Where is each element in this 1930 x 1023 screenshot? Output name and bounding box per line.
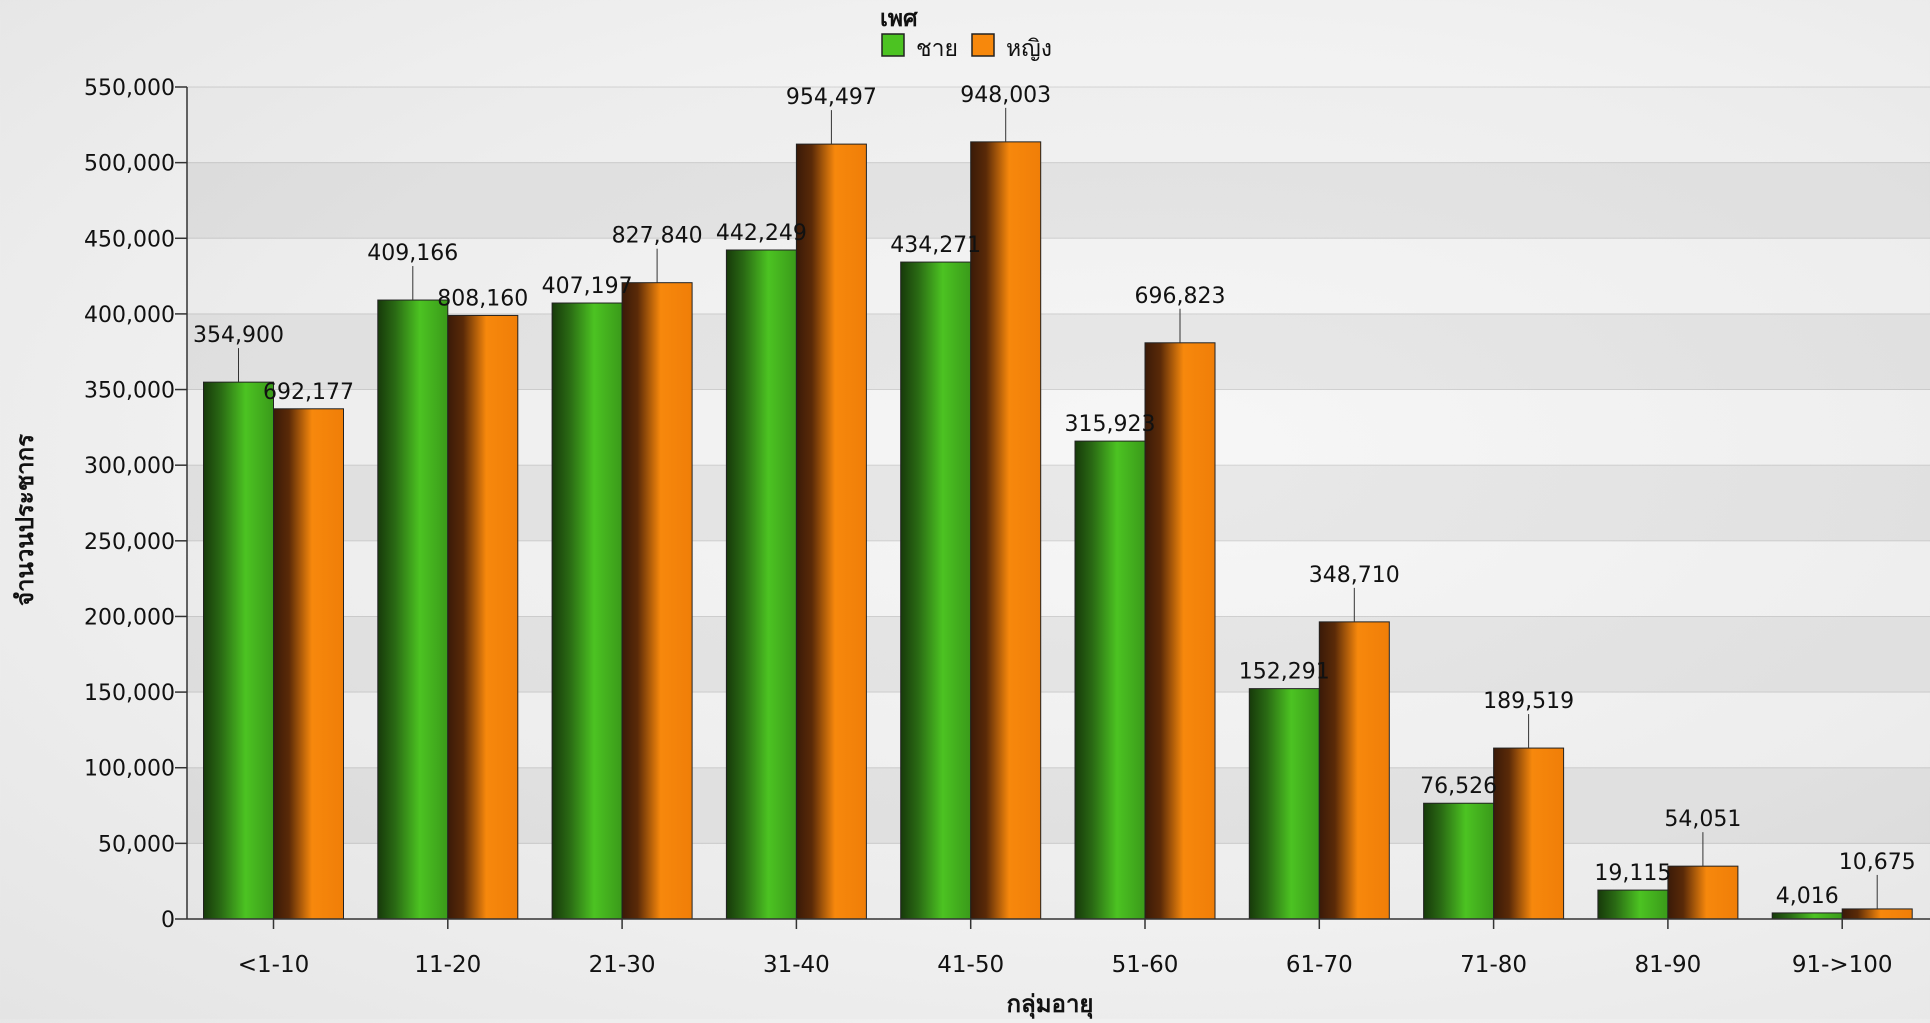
bars	[203, 141, 1913, 920]
data-label-male: 315,923	[1065, 412, 1156, 437]
x-tick-label: 61-70	[1286, 952, 1353, 978]
data-label-male: 354,900	[193, 323, 284, 348]
x-tick-label: 81-90	[1634, 952, 1701, 978]
bar-female	[795, 143, 867, 920]
data-label-male: 152,291	[1239, 660, 1330, 685]
plot-band	[187, 87, 1930, 163]
bar-male	[1074, 440, 1146, 920]
x-tick-label: 91->100	[1792, 952, 1893, 978]
y-tick-label: 250,000	[84, 530, 175, 555]
legend-label-male: ชาย	[916, 36, 958, 62]
legend-swatch-female	[971, 33, 995, 57]
data-label-female: 954,497	[786, 85, 877, 110]
label-leader-lines	[238, 107, 1878, 909]
data-label-female: 54,051	[1664, 807, 1741, 832]
plot-background	[187, 87, 1930, 844]
bar-female	[1493, 747, 1565, 920]
bar-male	[1771, 912, 1843, 920]
y-tick-label: 0	[161, 908, 175, 933]
y-tick-label: 150,000	[84, 681, 175, 706]
legend-label-female: หญิง	[1006, 36, 1052, 62]
data-label-female: 948,003	[960, 83, 1051, 108]
plot-band	[187, 162, 1930, 239]
bar-male	[1597, 889, 1669, 920]
y-tick-label: 50,000	[98, 832, 175, 857]
data-label-male: 434,271	[890, 233, 981, 258]
data-label-male: 409,166	[367, 241, 458, 266]
bar-male	[1423, 802, 1495, 920]
x-tick-label: <1-10	[238, 952, 309, 978]
y-tick-label: 500,000	[84, 152, 175, 177]
x-tick-label: 21-30	[589, 952, 656, 978]
data-label-female: 827,840	[612, 224, 703, 249]
data-label-female: 808,160	[437, 286, 528, 311]
bar-female	[273, 408, 344, 920]
data-label-female: 189,519	[1483, 689, 1574, 714]
y-tick-label: 400,000	[84, 303, 175, 328]
legend-swatch-male	[881, 33, 905, 57]
y-tick-label: 550,000	[84, 76, 175, 101]
data-labels: 354,900 692,177 409,166 808,160 407,197 827,8…	[193, 83, 1916, 909]
data-label-female: 696,823	[1135, 284, 1226, 309]
bar-male	[725, 249, 797, 920]
bar-female	[1144, 342, 1216, 920]
x-tick-label: 51-60	[1112, 952, 1179, 978]
data-label-female: 692,177	[263, 380, 354, 405]
y-tick-label: 200,000	[84, 605, 175, 630]
bar-male	[900, 261, 972, 920]
data-label-male: 4,016	[1776, 884, 1839, 909]
y-axis: 0 50,000 100,000 150,000 200,000 250,000 300,0…	[84, 76, 188, 933]
bar-female	[1318, 621, 1390, 920]
bar-female	[1841, 908, 1913, 920]
bar-male	[377, 299, 449, 920]
bar-male	[1248, 688, 1320, 920]
data-label-male: 442,249	[716, 221, 807, 246]
data-label-male: 19,115	[1594, 861, 1671, 886]
data-label-male: 76,526	[1420, 774, 1497, 799]
x-tick-label: 71-80	[1460, 952, 1527, 978]
legend: เพศ ชาย หญิง	[880, 6, 1052, 62]
bar-female	[447, 314, 519, 920]
bar-male	[203, 381, 274, 920]
data-label-male: 407,197	[542, 274, 633, 299]
y-axis-title: จำนวนประชากร	[11, 434, 39, 606]
y-tick-label: 100,000	[84, 757, 175, 782]
x-tick-label: 41-50	[937, 952, 1004, 978]
x-tick-label: 31-40	[763, 952, 830, 978]
bar-female	[621, 282, 693, 920]
data-label-female: 10,675	[1839, 850, 1916, 875]
legend-title: เพศ	[880, 6, 918, 32]
x-axis-title: กลุ่มอายุ	[1006, 990, 1093, 1019]
bar-female	[1667, 865, 1739, 920]
y-tick-label: 300,000	[84, 454, 175, 479]
x-axis: <1-10 11-20 21-30 31-40 41-50 51-60 61-70 71-80…	[187, 918, 1930, 978]
bar-female	[970, 141, 1042, 920]
bar-male	[551, 302, 623, 920]
x-tick-label: 11-20	[414, 952, 481, 978]
y-tick-label: 350,000	[84, 379, 175, 404]
data-label-female: 348,710	[1309, 563, 1400, 588]
y-tick-label: 450,000	[84, 227, 175, 252]
